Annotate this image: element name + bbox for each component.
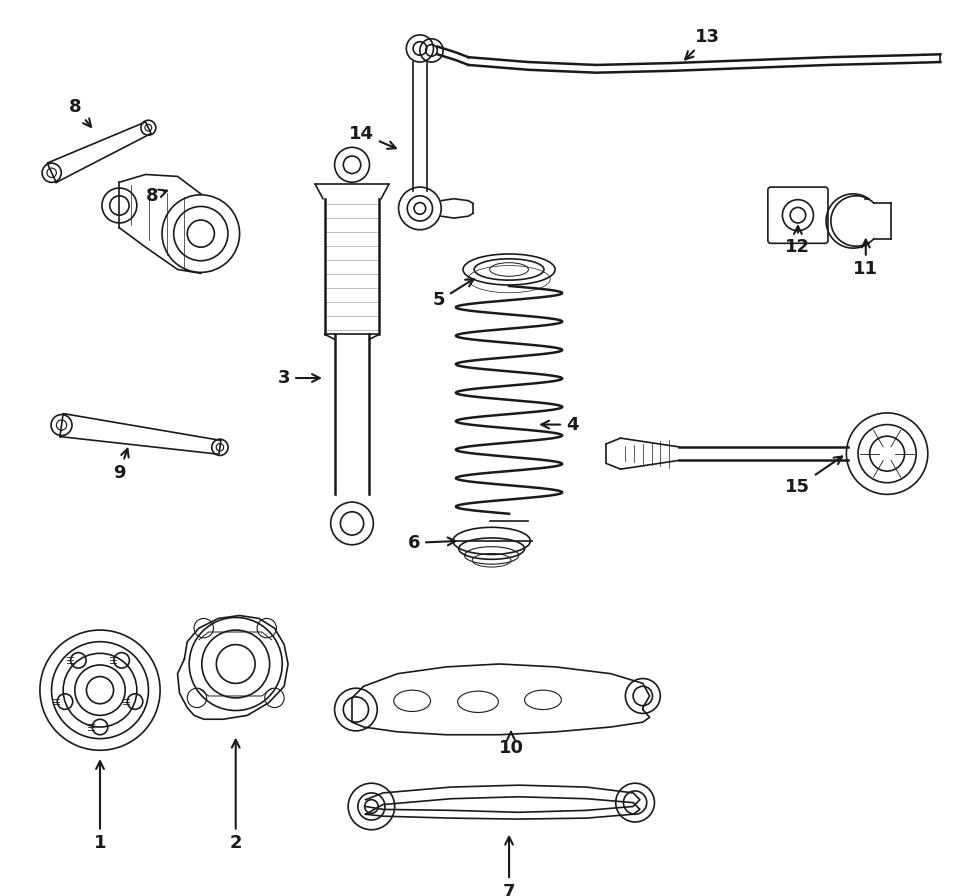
Text: 4: 4 [541, 416, 578, 434]
Text: 15: 15 [785, 457, 842, 495]
Text: 6: 6 [408, 534, 456, 552]
Text: 10: 10 [499, 732, 524, 757]
Text: 7: 7 [503, 837, 515, 896]
Text: 8: 8 [68, 98, 91, 127]
Text: 12: 12 [785, 226, 810, 256]
Text: 5: 5 [433, 279, 474, 309]
Text: 14: 14 [349, 125, 396, 149]
Text: 9: 9 [113, 449, 129, 482]
Text: 1: 1 [94, 762, 106, 852]
Text: 2: 2 [229, 740, 242, 852]
Text: 3: 3 [278, 369, 319, 387]
Text: 8: 8 [146, 186, 167, 205]
Text: 11: 11 [854, 240, 878, 279]
Text: 13: 13 [686, 28, 720, 59]
